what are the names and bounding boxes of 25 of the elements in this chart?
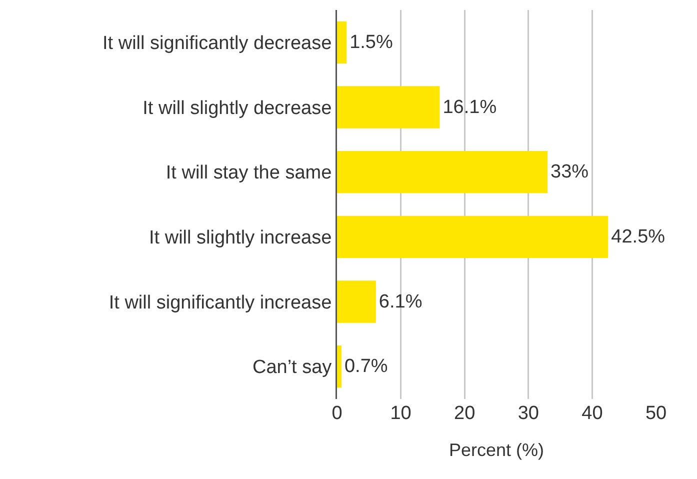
y-tick-label: Can’t say: [252, 357, 332, 378]
data-label: 6.1%: [378, 291, 422, 312]
x-tick-label: 30: [518, 403, 539, 424]
y-tick-label: It will significantly decrease: [102, 33, 332, 54]
data-label: 1.5%: [350, 32, 393, 53]
bar: [337, 151, 548, 194]
x-tick-label: 50: [645, 403, 667, 424]
x-axis-title: Percent (%): [448, 440, 544, 460]
data-label: 33%: [550, 162, 589, 183]
x-tick-label: 20: [454, 403, 476, 424]
data-label: 16.1%: [442, 96, 497, 118]
y-tick-label: It will slightly increase: [149, 228, 332, 249]
bar: [337, 280, 376, 323]
y-tick-label: It will stay the same: [166, 162, 332, 184]
bar: [337, 86, 440, 128]
data-label: 42.5%: [611, 226, 666, 248]
data-label: 0.7%: [344, 356, 388, 378]
x-tick-label: 0: [332, 403, 342, 424]
y-tick-label: It will slightly decrease: [142, 98, 332, 119]
bar: [337, 21, 347, 64]
bar: [337, 216, 608, 258]
x-tick-label: 40: [582, 403, 603, 424]
x-tick-label: 10: [390, 403, 412, 424]
bar: [337, 346, 342, 388]
y-tick-label: It will significantly increase: [108, 292, 332, 314]
